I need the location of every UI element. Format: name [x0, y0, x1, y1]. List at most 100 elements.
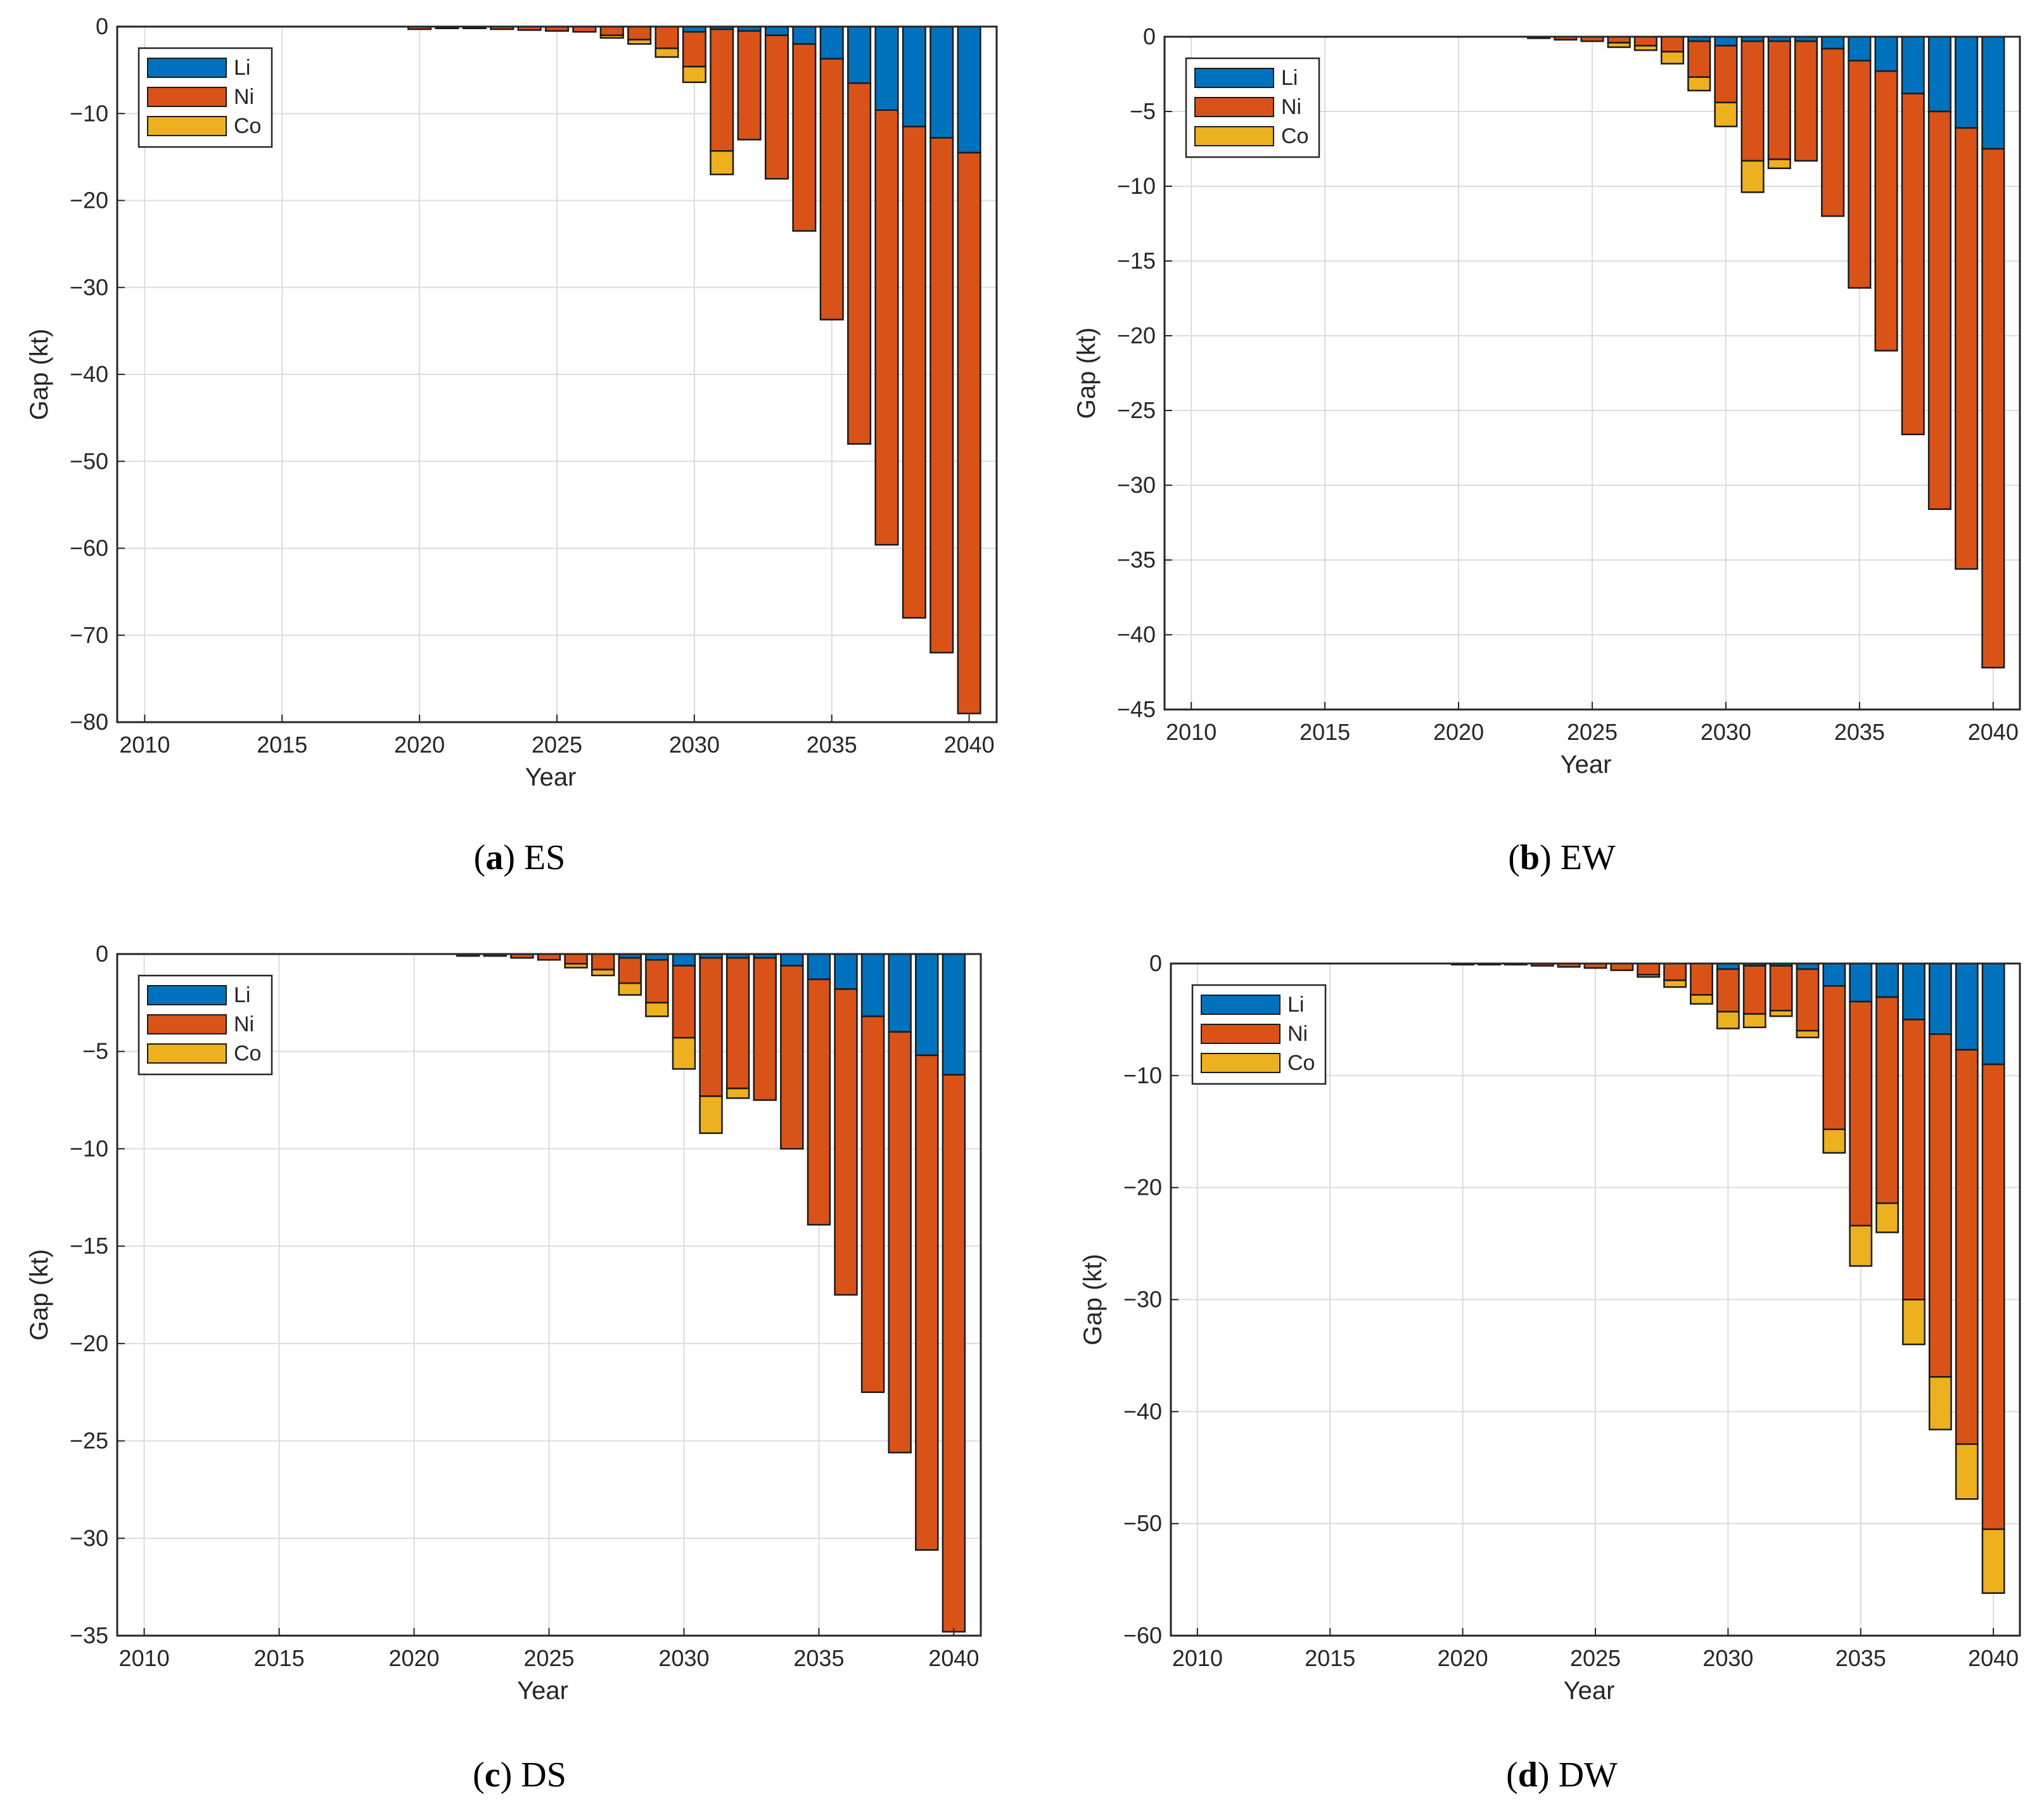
y-tick-label: −30 — [1123, 1287, 1162, 1313]
bar-ni-2040 — [942, 1074, 966, 1633]
x-tick-label: 2040 — [928, 1645, 979, 1671]
bar-co-2028 — [1661, 51, 1685, 65]
bar-co-2034 — [1822, 1128, 1846, 1154]
y-tick-label: −15 — [70, 1233, 108, 1259]
y-tick-label: 0 — [1149, 950, 1162, 976]
x-tick-label: 2015 — [257, 732, 307, 758]
y-tick-label: −70 — [70, 622, 108, 648]
bar-ni-2033 — [764, 34, 789, 180]
bar-co-2028 — [1663, 979, 1687, 988]
y-tick-label: 0 — [96, 13, 108, 39]
y-tick-label: −20 — [1123, 1174, 1162, 1200]
bar-ni-2033 — [1794, 40, 1818, 162]
bar-ni-2035 — [1848, 60, 1872, 289]
bar-co-2027 — [1633, 44, 1657, 51]
bar-ni-2032 — [725, 957, 750, 1090]
x-tick-label: 2035 — [1834, 719, 1885, 745]
bar-ni-2036 — [834, 988, 858, 1296]
chart-panel-c: 2010 2015 2020 2025 2030 2035 2040 0 −5 −10 −15 −20… — [25, 941, 982, 1705]
legend-swatch-co — [147, 1043, 227, 1064]
x-tick-label: 2035 — [807, 732, 857, 758]
y-tick-label: −5 — [82, 1038, 108, 1064]
y-tick-label: −50 — [70, 448, 108, 474]
bar-ni-2029 — [1690, 962, 1713, 996]
bar-li-2037 — [860, 953, 885, 1017]
bar-ni-2026 — [564, 953, 588, 965]
y-tick-label: −50 — [1123, 1510, 1162, 1536]
x-tick-label: 2010 — [119, 1645, 170, 1671]
bar-ni-2029 — [645, 958, 669, 1004]
chart-panel-d: 2010 2015 2020 2025 2030 2035 2040 0 −10 −20 −30 −4… — [1079, 950, 2021, 1705]
bar-ni-2037 — [874, 109, 899, 546]
bar-ni-2028 — [1663, 962, 1687, 981]
bar-ni-2030 — [682, 30, 706, 68]
bar-ni-2028 — [1661, 35, 1685, 53]
y-axis-title: Gap (kt) — [1079, 1254, 1107, 1345]
bar-li-2039 — [1955, 962, 1979, 1051]
bar-ni-2028 — [627, 25, 652, 41]
bar-li-2030 — [1714, 35, 1738, 47]
bar-co-2026 — [564, 963, 588, 969]
bar-ni-2035 — [819, 58, 844, 321]
bar-ni-2038 — [888, 1031, 912, 1454]
legend-label-li: Li — [234, 983, 250, 1007]
bar-co-2036 — [1875, 1202, 1900, 1233]
bar-co-2028 — [627, 39, 652, 45]
legend-swatch-co — [1201, 1053, 1280, 1073]
chart-panel-a: 2010 2015 2020 2025 2030 2035 2040 0 −10 −20 −30 −4… — [25, 13, 998, 791]
x-tick-label: 2030 — [658, 1645, 709, 1671]
bar-co-2032 — [1767, 158, 1791, 169]
bar-ni-2034 — [1821, 48, 1845, 217]
bar-ni-2031 — [1740, 40, 1765, 162]
bar-ni-2027 — [1633, 35, 1657, 47]
bar-li-2040 — [957, 25, 981, 154]
bar-ni-2031 — [710, 28, 734, 152]
bar-ni-2037 — [1901, 92, 1925, 436]
bar-co-2029 — [1690, 994, 1713, 1005]
bar-co-2027 — [599, 34, 624, 39]
bar-ni-2034 — [1822, 985, 1846, 1130]
y-tick-label: −45 — [1117, 696, 1156, 722]
bar-co-2037 — [1902, 1299, 1925, 1346]
bar-co-2026 — [1607, 42, 1631, 48]
bar-ni-2027 — [1637, 962, 1661, 976]
bar-ni-2028 — [618, 957, 642, 984]
caption-a: (a) ES — [474, 838, 566, 877]
bar-ni-2031 — [699, 957, 723, 1097]
bar-co-2033 — [1796, 1029, 1820, 1038]
bar-ni-2040 — [957, 151, 981, 715]
bar-co-2029 — [645, 1002, 669, 1017]
bar-li-2037 — [874, 25, 899, 111]
bar-li-2040 — [942, 953, 966, 1076]
bar-li-2030 — [672, 953, 696, 967]
bar-co-2030 — [672, 1036, 696, 1070]
x-tick-label: 2025 — [523, 1645, 574, 1671]
bar-li-2036 — [847, 25, 872, 84]
y-tick-label: −30 — [70, 1525, 108, 1551]
x-tick-label: 2020 — [1438, 1645, 1488, 1671]
bar-ni-2039 — [929, 137, 954, 654]
y-tick-label: −40 — [70, 361, 108, 387]
bar-ni-2038 — [1927, 110, 1951, 511]
x-tick-label: 2040 — [1968, 719, 2019, 745]
y-tick-label: −10 — [1123, 1062, 1162, 1088]
y-tick-label: 0 — [96, 941, 108, 967]
legend-label-ni: Ni — [1287, 1022, 1308, 1046]
bar-co-2038 — [1928, 1376, 1952, 1430]
x-tick-label: 2010 — [119, 732, 170, 758]
y-tick-label: −60 — [1123, 1622, 1162, 1648]
bar-ni-2038 — [1928, 1033, 1952, 1378]
bar-co-2032 — [1769, 1010, 1793, 1017]
bar-li-2039 — [929, 25, 954, 139]
bar-li-2034 — [1822, 962, 1846, 987]
chart-panel-b: 2010 2015 2020 2025 2030 2035 2040 0 −5 −10 −15 −20… — [1073, 23, 2021, 779]
x-tick-label: 2010 — [1166, 719, 1216, 745]
y-tick-label: −35 — [70, 1622, 108, 1648]
bar-li-2036 — [1874, 35, 1898, 72]
x-tick-label: 2025 — [532, 732, 582, 758]
x-tick-label: 2020 — [388, 1645, 439, 1671]
bar-ni-2040 — [1981, 1063, 2005, 1530]
bar-li-2040 — [1981, 35, 2005, 150]
bar-ni-2027 — [599, 25, 624, 36]
x-tick-label: 2030 — [1702, 1645, 1753, 1671]
